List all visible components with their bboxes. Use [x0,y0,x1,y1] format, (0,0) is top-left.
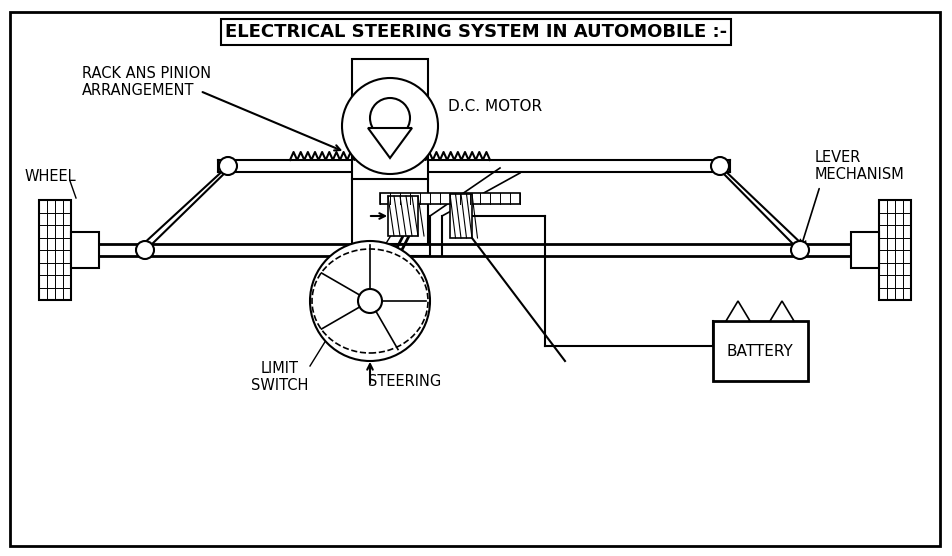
Text: RACK ANS PINION
ARRANGEMENT: RACK ANS PINION ARRANGEMENT [82,66,211,98]
Circle shape [342,78,438,174]
Text: LIMIT
SWITCH: LIMIT SWITCH [251,361,308,394]
Text: WHEEL: WHEEL [25,168,76,183]
Text: LEVER
MECHANISM: LEVER MECHANISM [815,150,904,182]
Bar [352,59,428,179]
Polygon shape [368,128,412,158]
Polygon shape [770,301,794,321]
Bar [380,193,520,204]
Bar [71,232,99,268]
Bar [851,232,879,268]
Bar [388,196,418,236]
Text: D.C. MOTOR: D.C. MOTOR [448,98,542,113]
Circle shape [219,157,237,175]
Bar [713,321,808,381]
Circle shape [791,241,809,259]
Bar [879,200,911,300]
Circle shape [136,241,154,259]
Polygon shape [726,301,750,321]
Bar [450,194,472,238]
Text: STEERING: STEERING [368,374,442,389]
Circle shape [358,289,382,313]
Text: ELECTRICAL STEERING SYSTEM IN AUTOMOBILE :-: ELECTRICAL STEERING SYSTEM IN AUTOMOBILE… [225,23,727,41]
Bar [39,200,71,300]
Circle shape [310,241,430,361]
Text: BATTERY: BATTERY [726,344,793,359]
Circle shape [711,157,729,175]
Circle shape [370,98,410,138]
